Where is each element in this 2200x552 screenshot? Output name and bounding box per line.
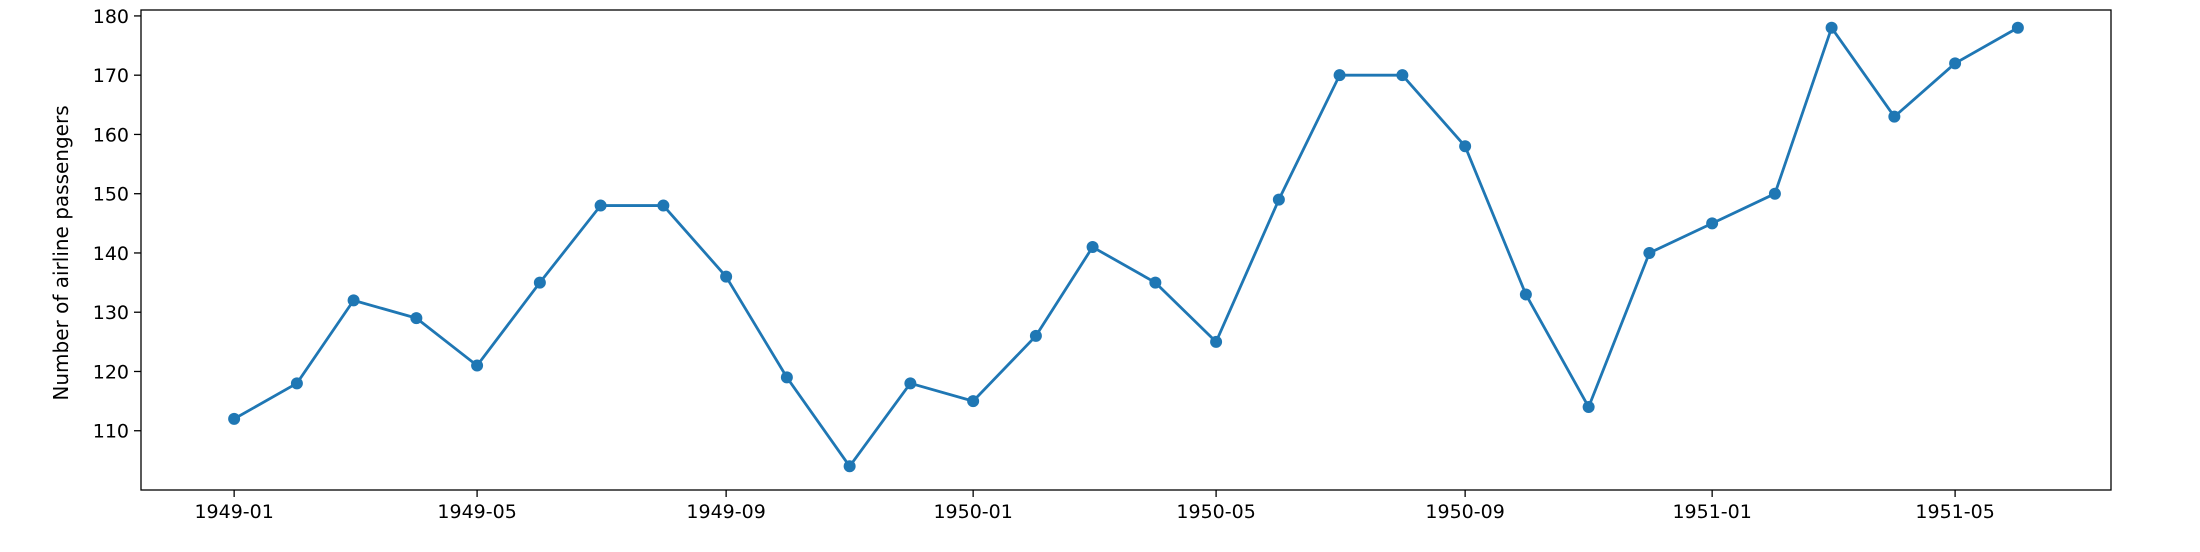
y-tick-label: 110 xyxy=(93,421,129,443)
y-tick-label: 130 xyxy=(93,302,129,324)
x-tick-label: 1949-05 xyxy=(437,501,516,523)
x-tick-label: 1949-01 xyxy=(194,501,273,523)
series-line xyxy=(233,26,2019,468)
y-tick-label: 140 xyxy=(93,243,129,265)
y-tick-label: 170 xyxy=(93,65,129,87)
data-point xyxy=(1029,329,1042,342)
x-tick-label: 1950-09 xyxy=(1425,501,1504,523)
data-point xyxy=(1706,217,1719,230)
y-axis: 110 120 130 140 150 160 170 180 xyxy=(93,6,141,443)
data-point xyxy=(1333,69,1346,82)
data-point xyxy=(780,371,793,384)
y-tick-label: 180 xyxy=(93,6,129,28)
data-point xyxy=(720,270,733,283)
data-point xyxy=(1149,276,1162,289)
x-tick-label: 1951-05 xyxy=(1915,501,1994,523)
data-point xyxy=(1459,140,1472,153)
y-axis-label: Number of airline passengers xyxy=(49,105,73,400)
series-layer xyxy=(228,21,2024,473)
data-point xyxy=(967,395,980,408)
data-point xyxy=(904,377,917,390)
data-point xyxy=(594,199,607,212)
data-point xyxy=(1519,288,1532,301)
data-point xyxy=(1582,401,1595,414)
x-axis: 1949-01 1949-05 1949-09 1950-01 1950-05 1950-… xyxy=(194,490,1995,523)
x-tick-label: 1950-01 xyxy=(933,501,1012,523)
data-point xyxy=(533,276,546,289)
data-point xyxy=(657,199,670,212)
data-point xyxy=(1396,69,1409,82)
data-point xyxy=(1949,57,1962,70)
x-tick-label: 1951-01 xyxy=(1672,501,1751,523)
data-point xyxy=(410,312,423,325)
data-point xyxy=(1768,187,1781,200)
data-point xyxy=(843,460,856,473)
data-point xyxy=(471,359,484,372)
plot-area xyxy=(140,9,2112,491)
data-point xyxy=(1825,21,1838,34)
x-tick-label: 1949-09 xyxy=(686,501,765,523)
data-point xyxy=(1272,193,1285,206)
data-point xyxy=(290,377,303,390)
data-point xyxy=(228,412,241,425)
data-point xyxy=(347,294,360,307)
y-tick-label: 160 xyxy=(93,124,129,146)
y-tick-label: 120 xyxy=(93,361,129,383)
x-tick-label: 1950-05 xyxy=(1176,501,1255,523)
data-point xyxy=(1643,246,1656,259)
data-point xyxy=(2011,21,2024,34)
data-point xyxy=(1888,110,1901,123)
data-point xyxy=(1086,241,1099,254)
data-point xyxy=(1210,335,1223,348)
y-tick-label: 150 xyxy=(93,184,129,206)
